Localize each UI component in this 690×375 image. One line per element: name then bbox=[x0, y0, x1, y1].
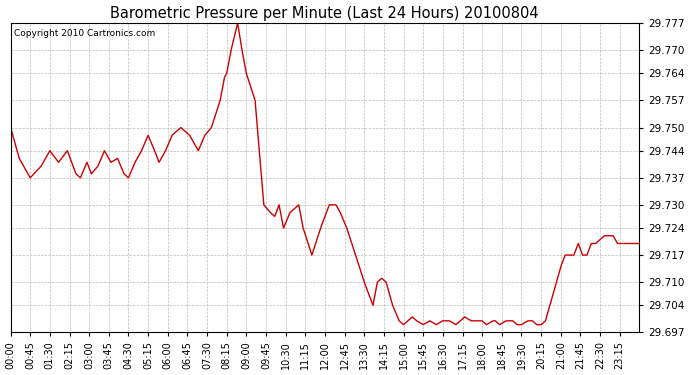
Title: Barometric Pressure per Minute (Last 24 Hours) 20100804: Barometric Pressure per Minute (Last 24 … bbox=[110, 6, 539, 21]
Text: Copyright 2010 Cartronics.com: Copyright 2010 Cartronics.com bbox=[14, 29, 155, 38]
